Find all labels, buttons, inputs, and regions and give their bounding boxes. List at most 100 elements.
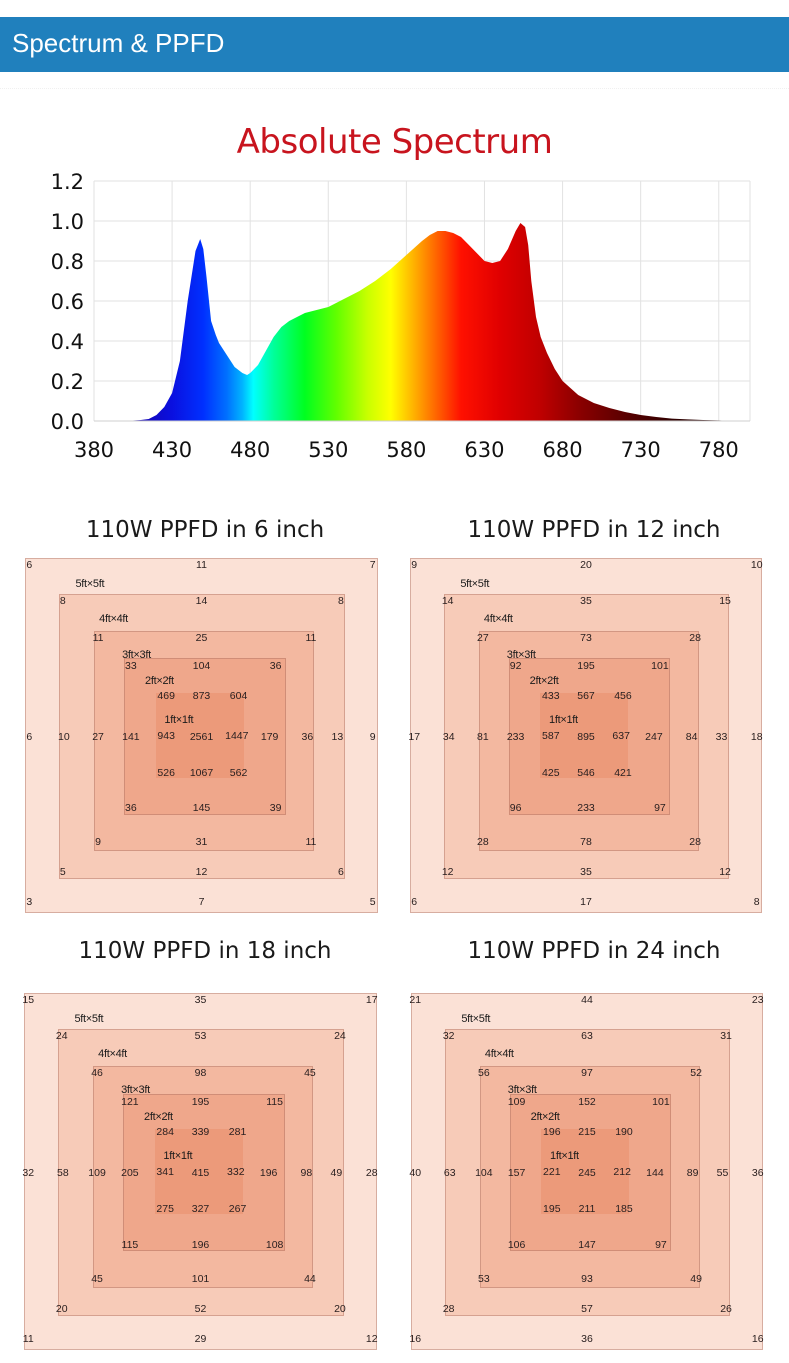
ppfd-value: 52 [690, 1067, 702, 1080]
zone-1ftx1ft [540, 692, 629, 779]
ppfd-value: 10 [57, 731, 70, 744]
ppfd-value: 2561 [189, 731, 214, 744]
zone-size-label: 1ft×1ft [549, 714, 578, 727]
ppfd-value: 20 [334, 1302, 346, 1315]
ppfd-value: 196 [543, 1126, 561, 1139]
ppfd-value: 45 [304, 1067, 316, 1080]
ppfd-value: 106 [507, 1238, 526, 1251]
ppfd-value: 8 [338, 594, 344, 607]
ppfd-value: 195 [577, 660, 595, 673]
ppfd-value: 35 [580, 866, 592, 879]
ppfd-value: 12 [719, 866, 731, 879]
ppfd-value: 7 [369, 559, 376, 572]
ppfd-value: 604 [229, 690, 248, 703]
ppfd-value: 11 [196, 559, 207, 572]
ppfd-value: 26 [720, 1302, 732, 1315]
ppfd-value: 31 [195, 836, 208, 848]
ppfd-chart-title: 110W PPFD in 6 inch [85, 517, 325, 543]
ppfd-value: 13 [331, 731, 344, 744]
ppfd-value: 28 [442, 1302, 455, 1315]
ppfd-value: 44 [581, 994, 593, 1007]
ppfd-value: 15 [22, 994, 35, 1007]
ppfd-value: 233 [506, 731, 525, 744]
ppfd-value: 873 [192, 690, 211, 703]
ppfd-value: 109 [507, 1095, 526, 1108]
ppfd-value: 6 [26, 731, 33, 744]
y-tick-label: 0.8 [51, 250, 84, 274]
zone-size-label: 5ft×5ft [461, 1012, 491, 1025]
ppfd-value: 9 [95, 836, 101, 848]
ppfd-value: 58 [56, 1167, 69, 1180]
ppfd-value: 98 [300, 1167, 313, 1180]
zone-size-label: 3ft×3ft [507, 1084, 537, 1097]
ppfd-value: 17 [580, 896, 592, 909]
ppfd-value: 327 [191, 1202, 210, 1215]
ppfd-value: 39 [269, 802, 282, 815]
ppfd-value: 587 [542, 729, 560, 742]
spectrum-chart: 0.0 0.2 0.4 0.6 0.8 1.0 1.2 380 430 480 530 580 630 6… [51, 170, 751, 462]
ppfd-value: 145 [192, 802, 211, 815]
zone-size-label: 5ft×5ft [460, 577, 490, 590]
zone-size-label: 5ft×5ft [74, 1012, 104, 1025]
ppfd-value: 24 [334, 1029, 346, 1042]
ppfd-value: 84 [685, 731, 698, 744]
ppfd-value: 40 [409, 1167, 422, 1180]
ppfd-value: 16 [751, 1333, 764, 1346]
ppfd-value: 21 [409, 994, 422, 1007]
ppfd-value: 36 [125, 802, 137, 815]
ppfd-value: 25 [195, 631, 208, 644]
ppfd-value: 93 [581, 1272, 593, 1285]
ppfd-value: 9 [369, 731, 376, 744]
ppfd-value: 190 [615, 1126, 633, 1139]
ppfd-value: 14 [195, 594, 208, 607]
ppfd-value: 567 [577, 690, 595, 703]
ppfd-value: 425 [542, 766, 560, 779]
ppfd-value: 179 [260, 731, 279, 744]
ppfd-value: 53 [194, 1029, 207, 1042]
ppfd-value: 35 [580, 594, 592, 607]
y-tick-label: 0.6 [51, 290, 84, 314]
ppfd-value: 97 [654, 802, 666, 815]
ppfd-value: 943 [157, 729, 175, 742]
ppfd-value: 247 [645, 731, 663, 744]
ppfd-value: 35 [194, 994, 207, 1007]
zone-size-label: 5ft×5ft [75, 577, 105, 590]
ppfd-value: 281 [228, 1126, 247, 1139]
ppfd-value: 17 [365, 994, 378, 1007]
ppfd-value: 104 [192, 660, 211, 673]
ppfd-value: 24 [55, 1029, 68, 1042]
ppfd-value: 28 [689, 836, 701, 848]
ppfd-value: 97 [581, 1067, 593, 1080]
ppfd-value: 73 [580, 631, 592, 644]
ppfd-value: 29 [194, 1333, 207, 1346]
ppfd-value: 415 [191, 1167, 210, 1180]
ppfd-value: 36 [269, 660, 282, 673]
ppfd-grid: 5ft×5ft 4ft×4ft 3ft×3ft 2ft×2ft 1ft×1ft 15 35 1… [22, 993, 378, 1350]
ppfd-value: 205 [121, 1167, 139, 1180]
ppfd-value: 108 [265, 1238, 284, 1251]
ppfd-value: 341 [156, 1165, 174, 1178]
zone-1ftx1ft [155, 692, 244, 779]
ppfd-value: 245 [578, 1167, 596, 1180]
x-tick-label: 730 [621, 438, 661, 462]
zone-size-label: 4ft×4ft [484, 1048, 514, 1061]
zone-size-label: 2ft×2ft [145, 675, 174, 688]
ppfd-value: 6 [411, 896, 418, 909]
ppfd-value: 89 [686, 1167, 699, 1180]
ppfd-value: 11 [305, 631, 317, 644]
ppfd-value: 469 [157, 690, 175, 703]
x-tick-label: 380 [74, 438, 114, 462]
ppfd-value: 121 [121, 1095, 139, 1108]
ppfd-value: 36 [581, 1333, 593, 1346]
ppfd-value: 267 [228, 1202, 247, 1215]
dotted-divider [0, 88, 789, 91]
ppfd-value: 456 [614, 690, 632, 703]
zone-size-label: 4ft×4ft [99, 613, 128, 626]
ppfd-chart-title: 110W PPFD in 24 inch [467, 938, 721, 964]
ppfd-value: 98 [194, 1067, 207, 1080]
ppfd-value: 92 [509, 660, 522, 673]
zone-size-label: 1ft×1ft [550, 1150, 579, 1163]
ppfd-value: 36 [751, 1167, 764, 1180]
ppfd-value: 211 [578, 1202, 596, 1215]
y-tick-label: 1.2 [51, 170, 84, 194]
